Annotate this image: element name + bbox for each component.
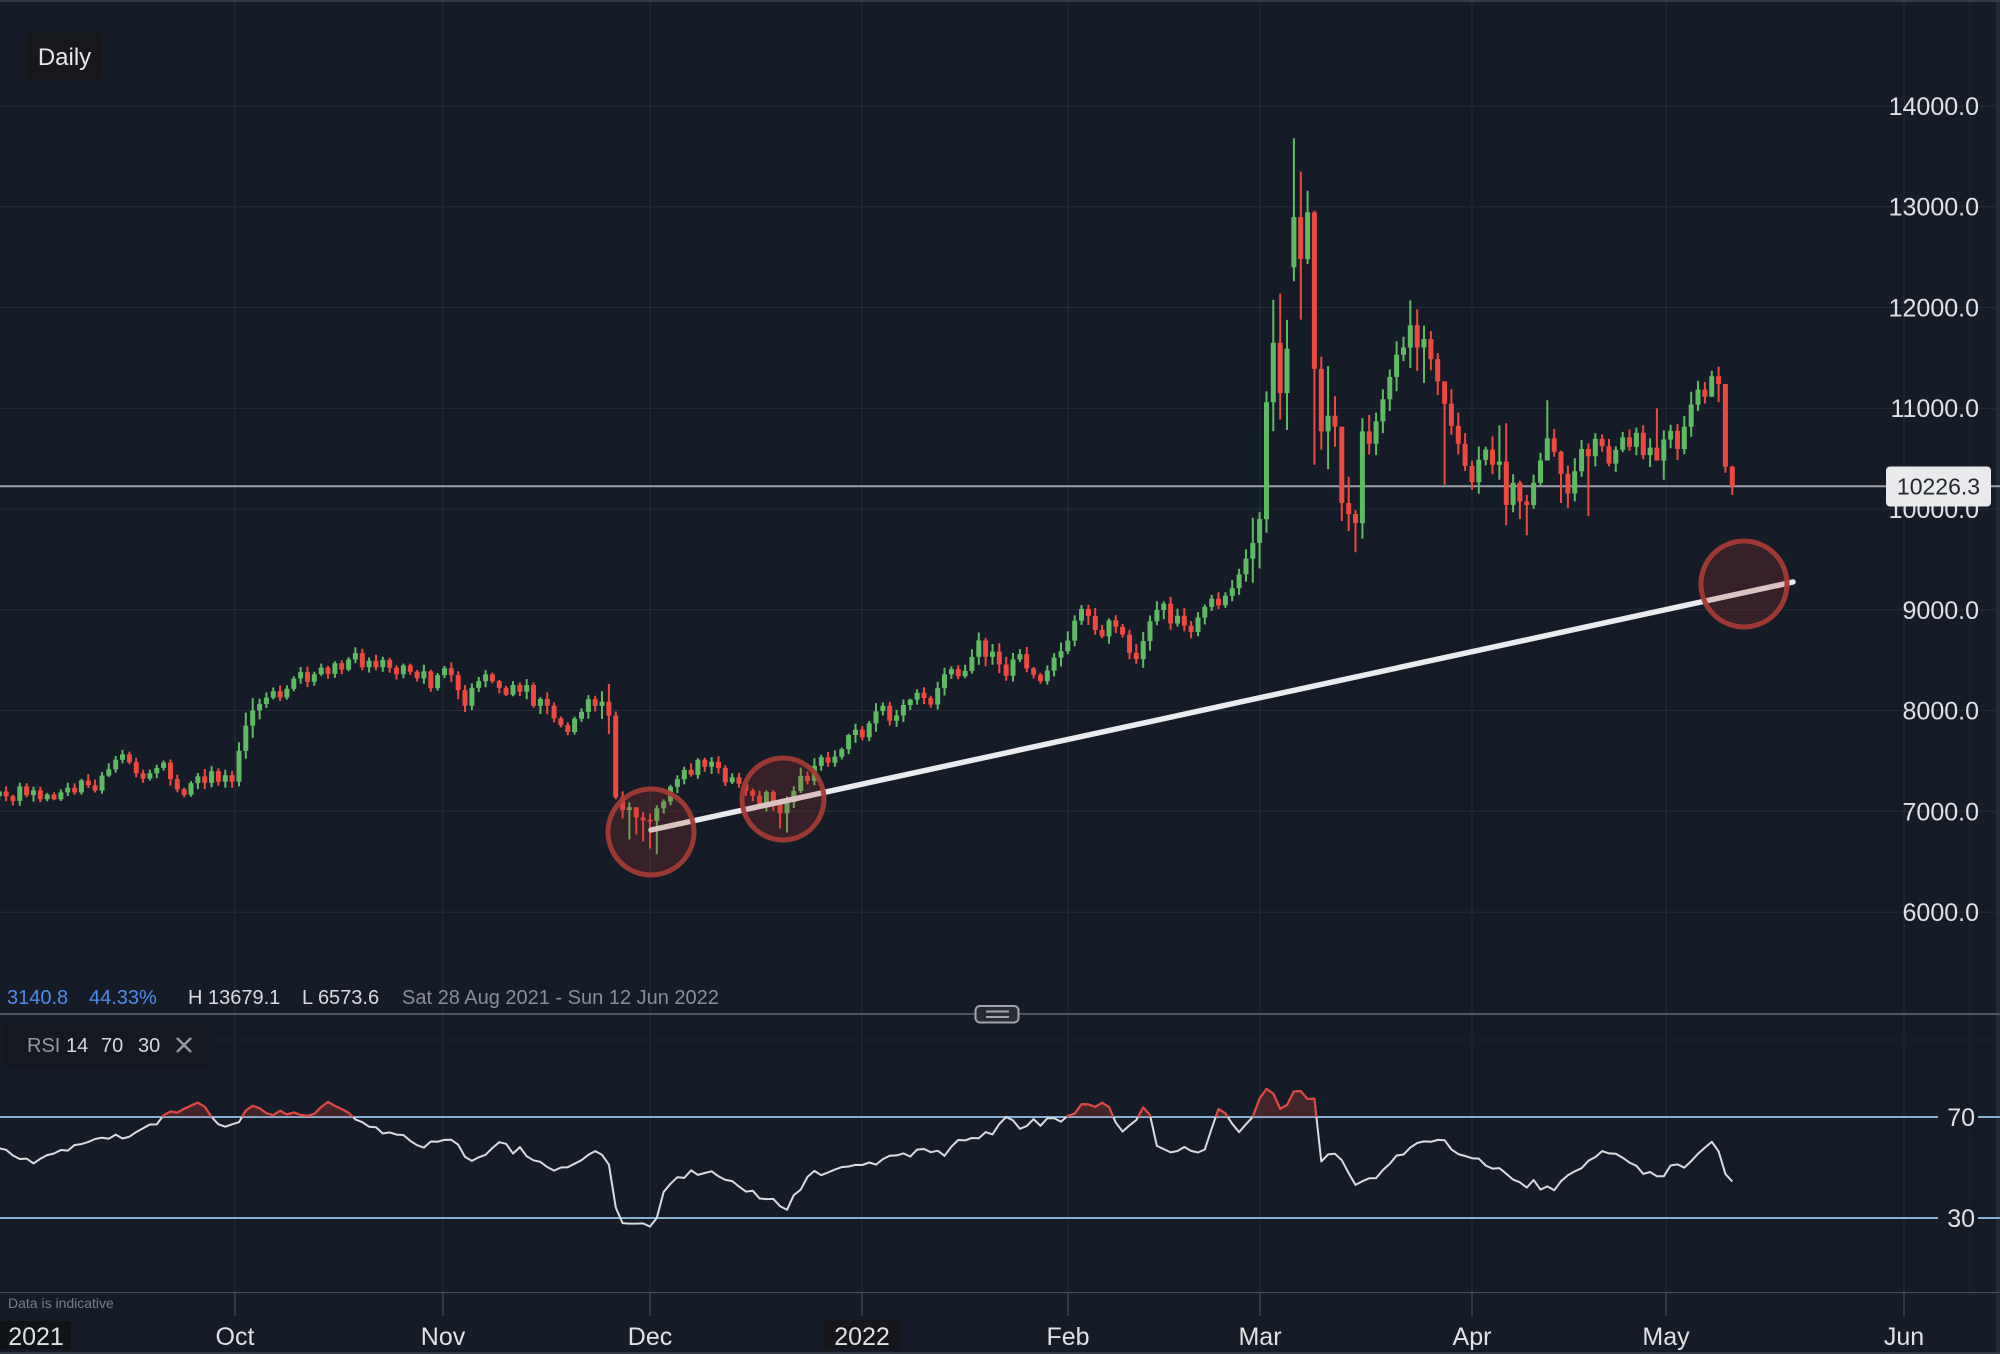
svg-text:Feb: Feb bbox=[1046, 1323, 1089, 1351]
svg-text:Dec: Dec bbox=[628, 1323, 672, 1351]
svg-text:12000.0: 12000.0 bbox=[1889, 295, 1979, 323]
svg-text:2022: 2022 bbox=[834, 1323, 890, 1351]
svg-text:70: 70 bbox=[1947, 1104, 1975, 1132]
svg-text:2021: 2021 bbox=[8, 1323, 64, 1351]
svg-text:14000.0: 14000.0 bbox=[1889, 93, 1979, 121]
svg-text:10226.3: 10226.3 bbox=[1897, 474, 1980, 500]
svg-text:L 6573.6: L 6573.6 bbox=[302, 987, 379, 1009]
svg-text:Oct: Oct bbox=[216, 1323, 255, 1351]
svg-text:Jun: Jun bbox=[1884, 1323, 1924, 1351]
svg-text:13000.0: 13000.0 bbox=[1889, 194, 1979, 222]
svg-text:9000.0: 9000.0 bbox=[1903, 597, 1979, 625]
svg-text:6000.0: 6000.0 bbox=[1903, 899, 1979, 927]
svg-text:RSI: RSI bbox=[27, 1035, 60, 1057]
svg-text:3140.8: 3140.8 bbox=[7, 987, 68, 1009]
svg-text:Data is indicative: Data is indicative bbox=[8, 1295, 114, 1311]
svg-text:14: 14 bbox=[66, 1035, 88, 1057]
svg-text:Daily: Daily bbox=[38, 44, 91, 71]
svg-text:44.33%: 44.33% bbox=[89, 987, 157, 1009]
svg-text:May: May bbox=[1642, 1323, 1690, 1351]
svg-text:H 13679.1: H 13679.1 bbox=[188, 987, 280, 1009]
svg-text:Nov: Nov bbox=[421, 1323, 466, 1351]
svg-text:Sat 28 Aug 2021 - Sun 12 Jun 2: Sat 28 Aug 2021 - Sun 12 Jun 2022 bbox=[402, 987, 719, 1009]
svg-text:30: 30 bbox=[138, 1035, 160, 1057]
svg-text:30: 30 bbox=[1947, 1205, 1975, 1233]
svg-text:Mar: Mar bbox=[1238, 1323, 1281, 1351]
svg-text:11000.0: 11000.0 bbox=[1890, 395, 1979, 423]
svg-text:8000.0: 8000.0 bbox=[1903, 698, 1979, 726]
svg-text:7000.0: 7000.0 bbox=[1903, 798, 1979, 826]
svg-text:Apr: Apr bbox=[1453, 1323, 1492, 1351]
svg-text:70: 70 bbox=[101, 1035, 123, 1057]
